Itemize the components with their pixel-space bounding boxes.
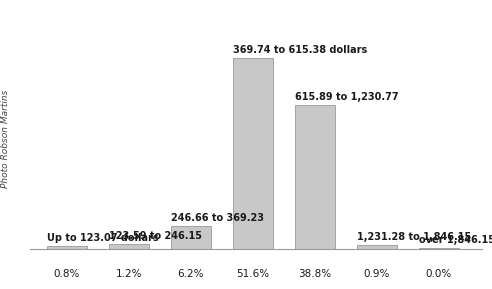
Text: 369.74 to 615.38 dollars: 369.74 to 615.38 dollars (233, 45, 367, 55)
Bar (171, 226, 211, 249)
Text: 6.2%: 6.2% (178, 269, 204, 279)
Text: 0.8%: 0.8% (54, 269, 80, 279)
Text: 246.66 to 369.23: 246.66 to 369.23 (171, 213, 264, 223)
Text: Up to 123.07 dollars: Up to 123.07 dollars (47, 233, 158, 243)
Bar (233, 58, 273, 249)
Text: 0.9%: 0.9% (364, 269, 390, 279)
Bar (47, 246, 87, 249)
Bar (295, 105, 335, 249)
Bar (109, 244, 149, 249)
Text: 615.89 to 1,230.77: 615.89 to 1,230.77 (295, 92, 398, 102)
Text: 51.6%: 51.6% (236, 269, 269, 279)
Bar (357, 245, 397, 249)
Text: 123.59 to 246.15: 123.59 to 246.15 (109, 231, 202, 241)
Text: over 1,846.15 dollars: over 1,846.15 dollars (419, 236, 492, 245)
Text: 1.2%: 1.2% (116, 269, 142, 279)
Text: 38.8%: 38.8% (298, 269, 331, 279)
Text: 1,231.28 to 1,846.15: 1,231.28 to 1,846.15 (357, 232, 471, 242)
Text: 0.0%: 0.0% (426, 269, 452, 279)
Text: Photo Robson Martins: Photo Robson Martins (1, 90, 10, 188)
